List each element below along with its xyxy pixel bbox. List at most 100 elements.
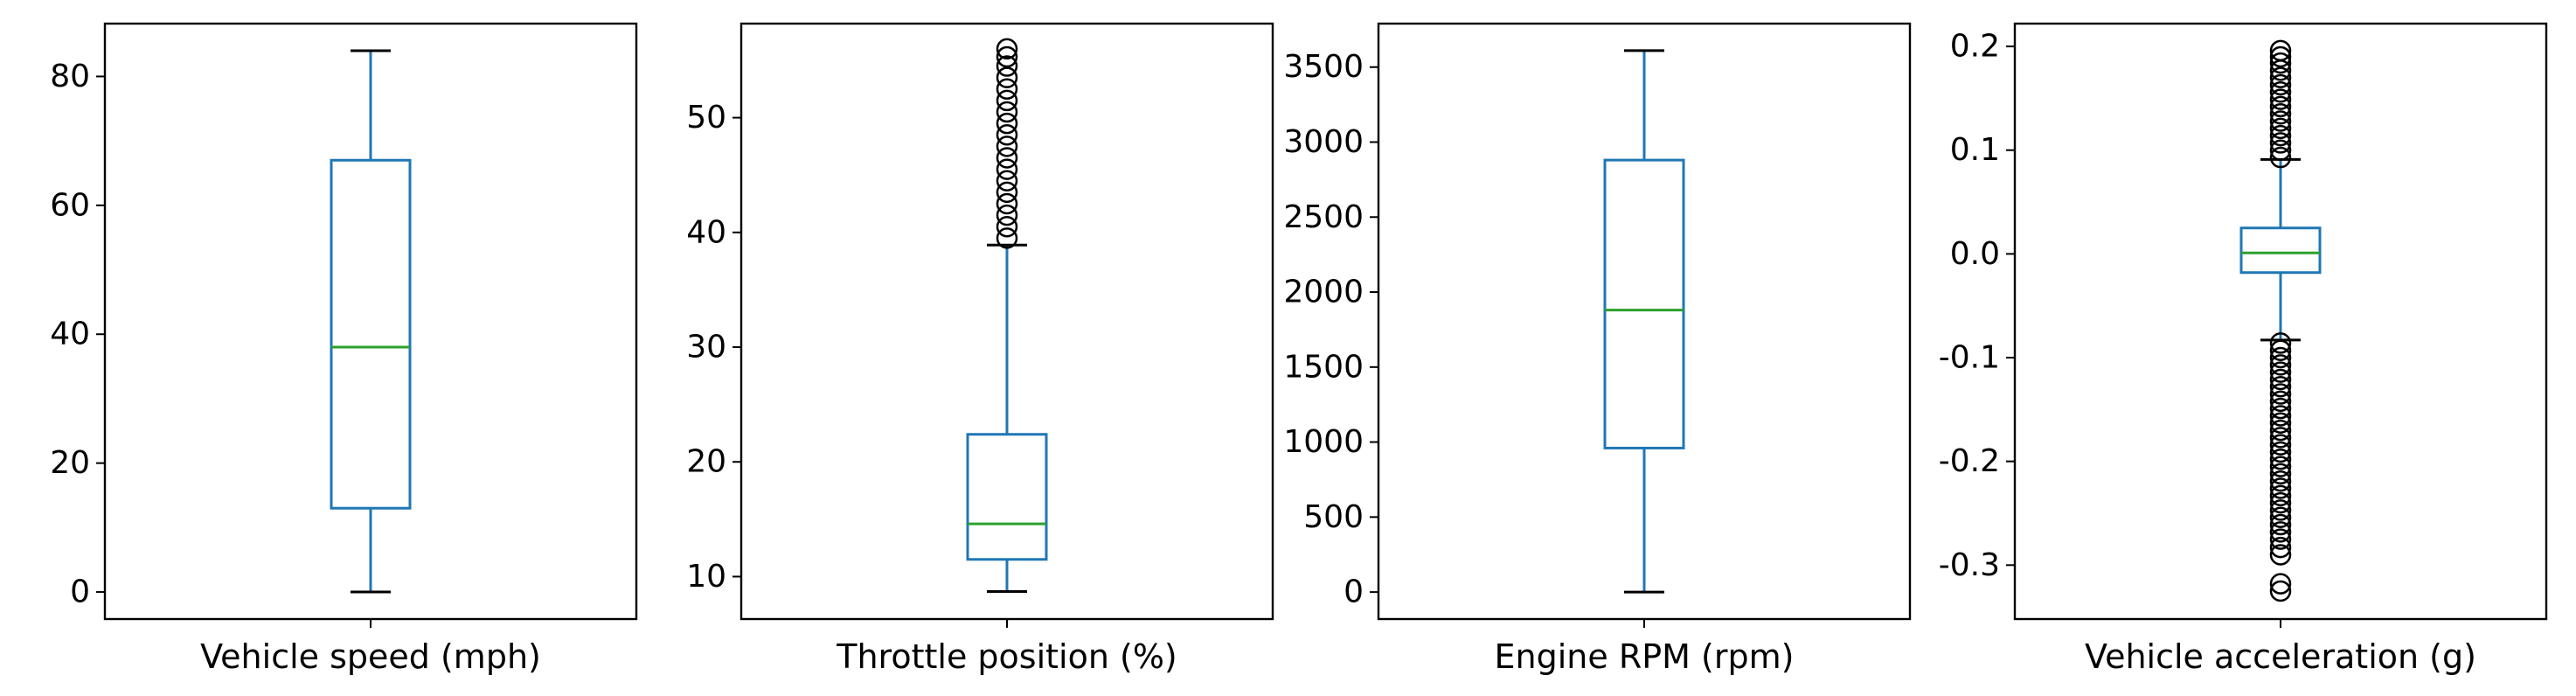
outlier-point <box>996 101 1018 123</box>
iqr-box <box>2239 226 2322 275</box>
y-tick-label: 10 <box>686 559 726 595</box>
box-marks <box>1603 49 1685 594</box>
outlier-point <box>996 147 1018 169</box>
outlier-point <box>2269 580 2292 602</box>
y-ticks: 0.2 0.1 0.0 -0.1 -0.2 -0.3 <box>1939 29 2015 583</box>
outlier-point <box>2269 124 2292 147</box>
outlier-point <box>2269 536 2292 559</box>
outlier-point <box>996 78 1018 101</box>
outlier-point <box>2269 544 2292 566</box>
subplot-vehicle-speed: 0 20 40 60 80 Vehicle speed (mph) <box>50 22 638 676</box>
y-tick-label: -0.3 <box>1939 547 2000 583</box>
y-tick-label: 0 <box>1344 574 1364 610</box>
y-tick-label: -0.1 <box>1939 340 2000 376</box>
outlier-point <box>2269 506 2292 528</box>
outlier-point <box>2269 456 2292 477</box>
x-axis-label: Vehicle speed (mph) <box>200 637 541 676</box>
iqr-box <box>330 158 412 510</box>
box-marks <box>966 38 1048 594</box>
outlier-point <box>2269 434 2292 456</box>
y-tick-label: 1500 <box>1283 349 1364 385</box>
outlier-point <box>2269 397 2292 420</box>
y-tick-label: 30 <box>686 330 726 365</box>
outlier-point <box>2269 427 2292 449</box>
y-tick-label: 0.1 <box>1950 132 2000 168</box>
y-tick-label: 0.0 <box>1950 236 2000 272</box>
y-tick-label: 80 <box>50 59 90 94</box>
outlier-point <box>2269 528 2292 550</box>
outlier-point <box>2269 139 2292 161</box>
y-tick-label: 0 <box>70 574 90 610</box>
outlier-point <box>2269 484 2292 507</box>
outlier-point <box>2269 419 2292 442</box>
y-tick-label: 1000 <box>1283 424 1364 460</box>
box-marks <box>330 49 412 594</box>
outlier-point <box>2269 110 2292 132</box>
outlier-point <box>2269 390 2292 413</box>
box-marks <box>2239 39 2322 602</box>
y-ticks: 0 20 40 60 80 <box>50 59 105 610</box>
outlier-point <box>996 38 1018 60</box>
outlier-point <box>2269 499 2292 521</box>
outlier-point <box>2269 346 2292 369</box>
outlier-point <box>2269 102 2292 125</box>
outlier-point <box>2269 463 2292 485</box>
outlier-point <box>2269 95 2292 118</box>
outlier-point <box>2269 52 2292 74</box>
y-tick-label: 40 <box>50 317 90 352</box>
outlier-point <box>2269 39 2292 62</box>
y-tick-label: 500 <box>1303 499 1364 535</box>
subplot-engine-rpm: 0 500 1000 1500 2000 2500 3000 3500 Engine RPM … <box>1283 22 1912 676</box>
outlier-point <box>2269 117 2292 140</box>
outlier-point <box>2269 521 2292 543</box>
outlier-point <box>996 192 1018 215</box>
outlier-point <box>996 55 1018 77</box>
outlier-point <box>996 89 1018 112</box>
outlier-point <box>996 66 1018 88</box>
subplot-throttle-position: 10 20 30 40 50 Throttle position (%) <box>686 22 1274 676</box>
y-ticks: 0 500 1000 1500 2000 2500 3000 3500 <box>1283 49 1378 610</box>
outlier-point <box>2269 491 2292 514</box>
outlier-point <box>2269 339 2292 361</box>
outlier-point <box>2269 441 2292 463</box>
outlier-point <box>996 124 1018 146</box>
outlier-point <box>996 112 1018 135</box>
y-tick-label: 2000 <box>1283 275 1364 310</box>
y-tick-label: 2500 <box>1283 199 1364 235</box>
outlier-point <box>2269 513 2292 536</box>
x-axis-label: Throttle position (%) <box>836 637 1177 676</box>
outlier-point <box>996 204 1018 226</box>
outlier-point <box>996 136 1018 157</box>
outlier-point <box>2269 361 2292 383</box>
y-tick-label: -0.2 <box>1939 443 2000 479</box>
outlier-point <box>2269 132 2292 154</box>
outlier-point <box>2269 354 2292 376</box>
y-tick-label: 40 <box>686 214 726 250</box>
outlier-point <box>2269 88 2292 110</box>
outlier-point <box>2269 470 2292 492</box>
outlier-point <box>2269 45 2292 68</box>
x-axis-label: Engine RPM (rpm) <box>1495 637 1795 676</box>
outlier-point <box>996 170 1018 192</box>
outlier-point <box>2269 73 2292 96</box>
outlier-point <box>2269 412 2292 435</box>
y-tick-label: 60 <box>50 187 90 223</box>
y-ticks: 10 20 30 40 50 <box>686 100 741 595</box>
outlier-point <box>2269 573 2292 595</box>
iqr-box <box>966 433 1048 561</box>
outlier-point <box>2269 368 2292 391</box>
subplot-vehicle-acceleration: 0.2 0.1 0.0 -0.1 -0.2 -0.3 Vehicle accelerati… <box>1939 22 2548 676</box>
outlier-point <box>996 215 1018 238</box>
y-tick-label: 50 <box>686 100 726 136</box>
y-tick-label: 20 <box>50 445 90 481</box>
y-tick-label: 3000 <box>1283 124 1364 160</box>
y-tick-label: 20 <box>686 444 726 480</box>
outlier-point <box>2269 332 2292 354</box>
outlier-point <box>2269 375 2292 398</box>
outlier-point <box>2269 146 2292 169</box>
outlier-point <box>2269 66 2292 88</box>
iqr-box <box>1603 158 1685 449</box>
outlier-point <box>996 227 1018 249</box>
